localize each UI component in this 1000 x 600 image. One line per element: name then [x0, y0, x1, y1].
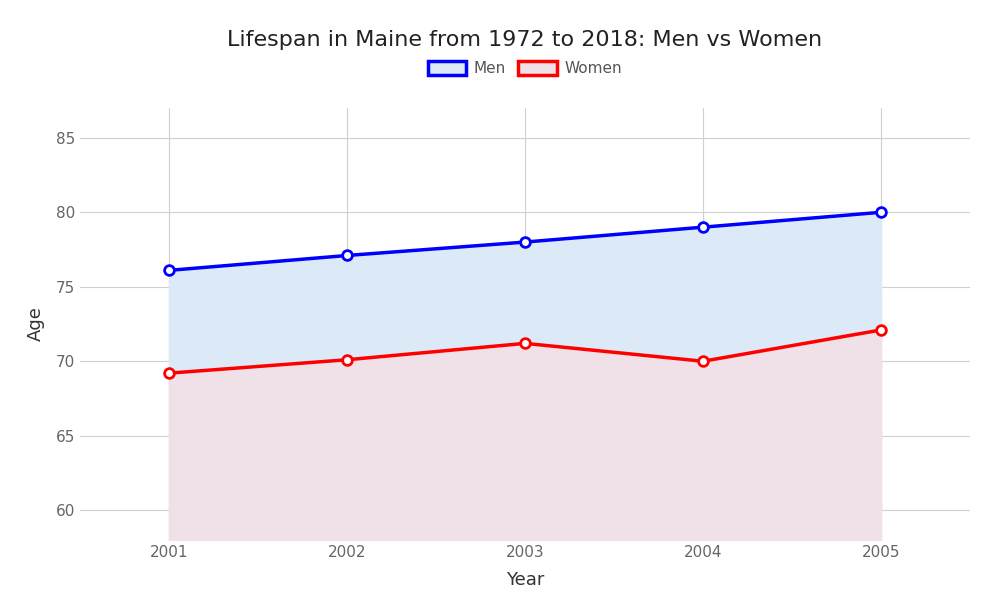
Y-axis label: Age: Age	[27, 307, 45, 341]
Legend: Men, Women: Men, Women	[422, 55, 628, 82]
X-axis label: Year: Year	[506, 571, 544, 589]
Title: Lifespan in Maine from 1972 to 2018: Men vs Women: Lifespan in Maine from 1972 to 2018: Men…	[227, 29, 823, 50]
